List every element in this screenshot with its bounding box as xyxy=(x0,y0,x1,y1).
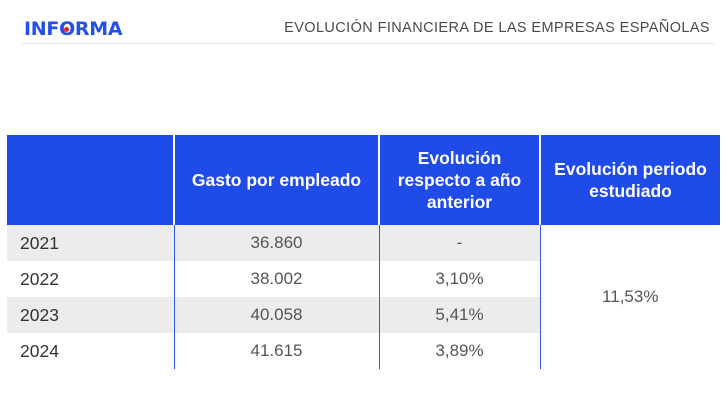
report-title: EVOLUCIÓN FINANCIERA DE LAS EMPRESAS ESP… xyxy=(284,20,710,36)
header-year xyxy=(7,135,174,225)
logo-dot-icon xyxy=(64,27,70,32)
header-gasto: Gasto por empleado xyxy=(173,135,379,225)
gasto-cell: 36.860 xyxy=(173,225,379,261)
gasto-cell: 38.002 xyxy=(173,261,379,297)
evolucion-cell: 3,89% xyxy=(378,333,540,369)
table-row: 2023 40.058 5,41% xyxy=(7,297,720,333)
year-cell: 2024 xyxy=(7,333,174,369)
table-row: 2021 36.860 - 11,53% xyxy=(7,225,720,369)
header-evolucion-periodo: Evolución periodo estudiado xyxy=(539,135,720,225)
year-cell: 2021 xyxy=(7,225,174,261)
evolucion-cell: 5,41% xyxy=(378,297,540,333)
evolucion-cell: - xyxy=(378,225,540,261)
employee-cost-table: Gasto por empleado Evolución respecto a … xyxy=(7,135,720,369)
page-header: INFORMA EVOLUCIÓN FINANCIERA DE LAS EMPR… xyxy=(0,0,727,44)
gasto-cell: 41.615 xyxy=(173,333,379,369)
header-divider xyxy=(22,43,714,44)
table-header-row: Gasto por empleado Evolución respecto a … xyxy=(7,135,720,225)
year-cell: 2022 xyxy=(7,261,174,297)
period-evolution-cell: 11,53% xyxy=(539,225,720,369)
year-cell: 2023 xyxy=(7,297,174,333)
header-evolucion-anual: Evolución respecto a año anterior xyxy=(378,135,540,225)
table-row: 2024 41.615 3,89% xyxy=(7,333,720,369)
informa-logo: INFORMA xyxy=(24,18,123,40)
table-row: 2022 38.002 3,10% xyxy=(7,261,720,297)
gasto-cell: 40.058 xyxy=(173,297,379,333)
evolucion-cell: 3,10% xyxy=(378,261,540,297)
